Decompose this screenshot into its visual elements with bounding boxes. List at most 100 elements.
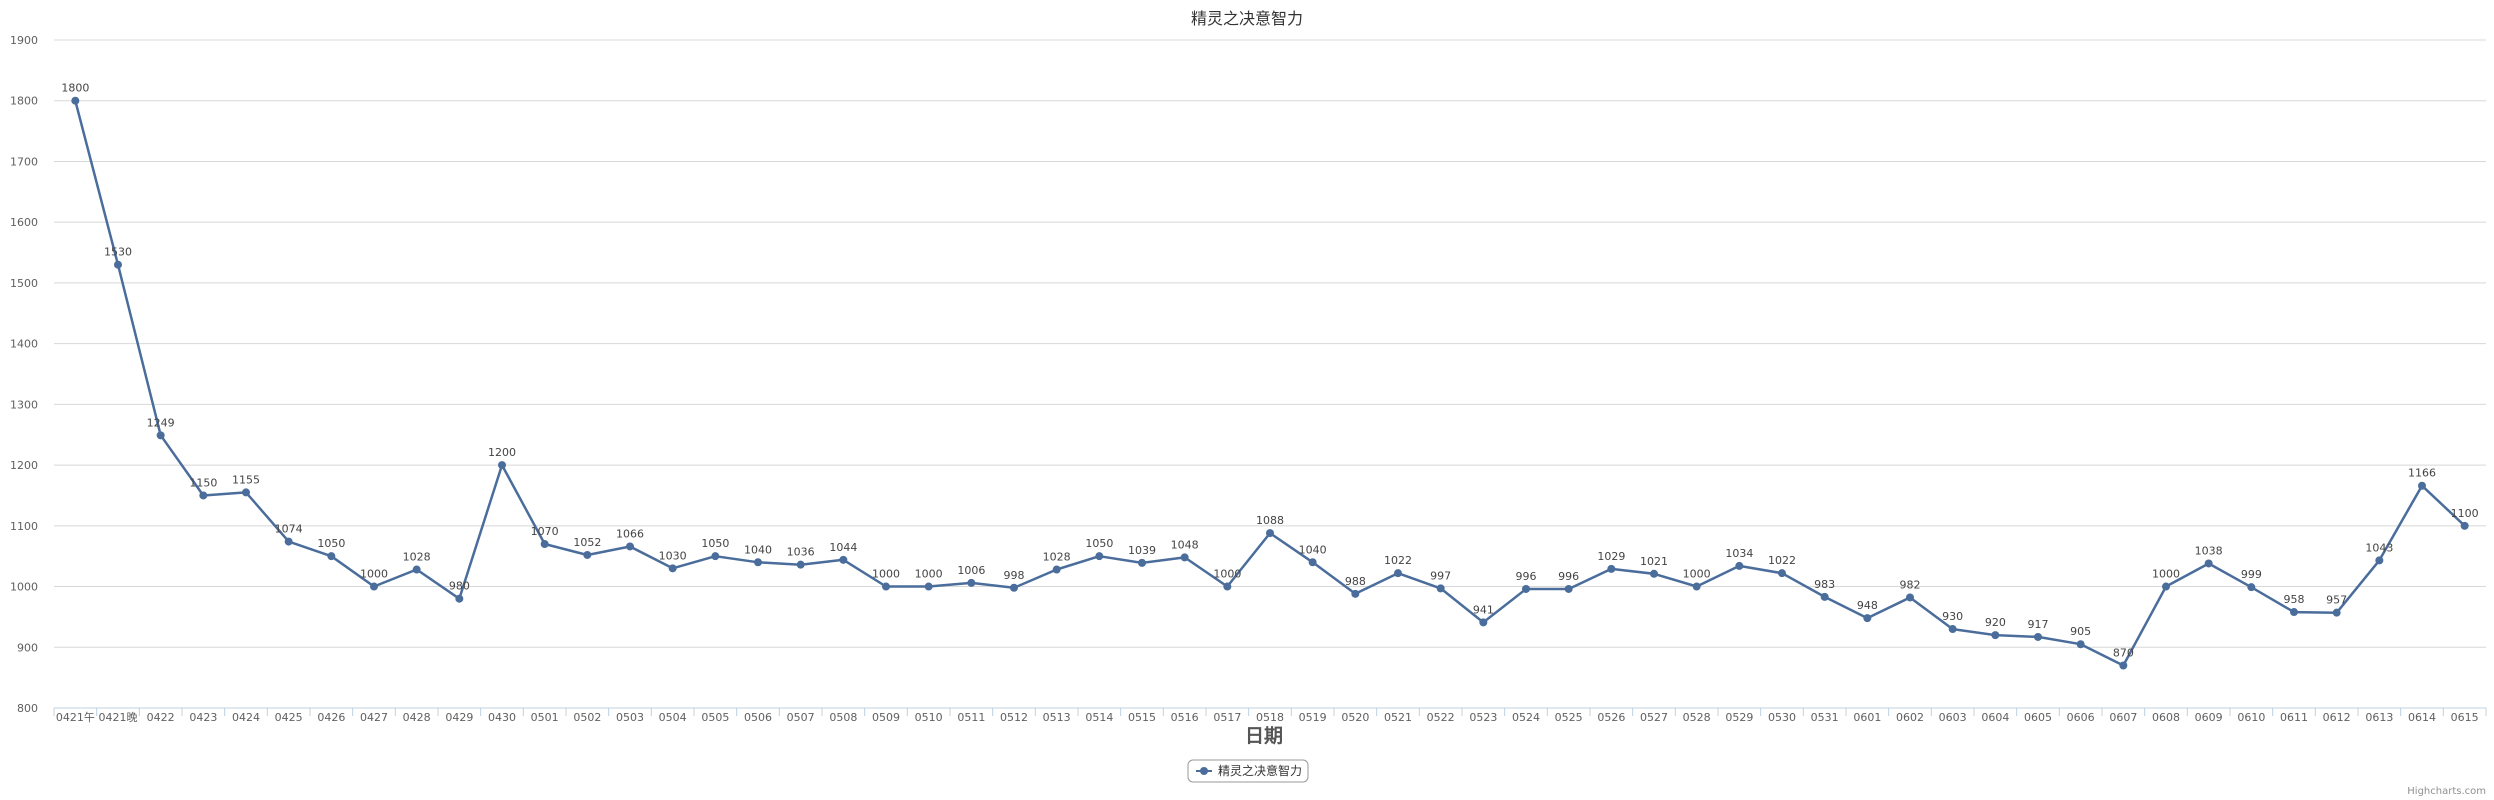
data-point (498, 461, 506, 470)
data-point (1052, 565, 1061, 574)
data-label: 1039 (1128, 544, 1156, 557)
data-label: 920 (1985, 616, 2006, 629)
data-point (370, 582, 378, 591)
x-tick-label: 0611 (2280, 711, 2308, 724)
data-point (1308, 558, 1317, 567)
data-point (796, 560, 805, 569)
x-tick-label: 0512 (1000, 711, 1028, 724)
data-point (1564, 584, 1573, 593)
data-point (2332, 608, 2341, 617)
data-point (199, 491, 208, 500)
data-label: 998 (1004, 569, 1025, 582)
x-tick-label: 0601 (1853, 711, 1881, 724)
data-label: 1036 (787, 546, 815, 559)
y-tick-label: 1500 (10, 277, 38, 290)
data-label: 957 (2326, 594, 2347, 607)
data-point (1351, 589, 1360, 598)
x-tick-label: 0509 (872, 711, 900, 724)
data-point (2375, 556, 2384, 565)
data-point (1948, 625, 1957, 634)
data-point (1095, 552, 1104, 561)
x-tick-label: 0605 (2024, 711, 2052, 724)
x-tick-label: 0523 (1469, 711, 1497, 724)
x-tick-label: 0424 (232, 711, 260, 724)
y-tick-label: 1800 (10, 95, 38, 108)
data-point (284, 537, 293, 546)
data-point (1479, 618, 1488, 627)
x-tick-label: 0428 (403, 711, 431, 724)
x-tick-label: 0610 (2237, 711, 2265, 724)
x-tick-label: 0510 (915, 711, 943, 724)
data-label: 1029 (1597, 550, 1625, 563)
data-label: 1530 (104, 246, 132, 259)
x-tick-label: 0426 (317, 711, 345, 724)
data-point (2418, 481, 2426, 490)
data-label: 1040 (1299, 543, 1327, 556)
x-tick-label: 0519 (1299, 711, 1327, 724)
data-label: 996 (1516, 570, 1537, 583)
x-tick-label: 0530 (1768, 711, 1796, 724)
data-label: 1043 (2365, 541, 2393, 554)
x-tick-label: 0508 (829, 711, 857, 724)
data-label: 1044 (829, 541, 857, 554)
data-label: 1000 (872, 568, 900, 581)
data-label: 1050 (317, 537, 345, 550)
x-tick-label: 0429 (445, 711, 473, 724)
x-tick-label: 0528 (1683, 711, 1711, 724)
data-point (583, 550, 592, 559)
x-tick-label: 0531 (1811, 711, 1839, 724)
x-tick-label: 0518 (1256, 711, 1284, 724)
x-tick-label: 0525 (1555, 711, 1583, 724)
data-point (71, 96, 80, 105)
x-tick-label: 0521 (1384, 711, 1412, 724)
data-label: 1150 (189, 476, 217, 489)
data-point (2247, 583, 2256, 592)
data-point (2119, 661, 2128, 670)
y-tick-label: 1000 (10, 581, 38, 594)
data-label: 1038 (2195, 544, 2223, 557)
x-tick-label: 0520 (1341, 711, 1369, 724)
x-tick-label: 0503 (616, 711, 644, 724)
x-tick-label: 0501 (531, 711, 559, 724)
data-point (1863, 614, 1872, 623)
data-label: 941 (1473, 603, 1494, 616)
x-tick-label: 0511 (957, 711, 985, 724)
x-tick-label: 0615 (2451, 711, 2479, 724)
y-tick-label: 1300 (10, 398, 38, 411)
x-tick-label: 0608 (2152, 711, 2180, 724)
data-point (1906, 593, 1914, 602)
data-label: 1052 (573, 536, 601, 549)
x-tick-label: 0604 (1981, 711, 2009, 724)
data-label: 996 (1558, 570, 1579, 583)
data-label: 1028 (1043, 551, 1071, 564)
x-tick-label: 0505 (701, 711, 729, 724)
series-line (74, 100, 2466, 667)
x-tick-label: 0609 (2195, 711, 2223, 724)
data-point (924, 582, 933, 591)
y-tick-label: 1200 (10, 459, 38, 472)
data-label: 1800 (61, 82, 89, 95)
data-point (1522, 584, 1530, 593)
data-label: 1000 (1683, 568, 1711, 581)
data-label: 1155 (232, 473, 260, 486)
data-point (1436, 584, 1445, 593)
x-tick-label: 0522 (1427, 711, 1455, 724)
y-tick-label: 900 (17, 641, 38, 654)
x-tick-label: 0516 (1171, 711, 1199, 724)
data-point (242, 488, 250, 497)
data-label: 1021 (1640, 555, 1668, 568)
data-point (967, 578, 976, 587)
data-point (1138, 558, 1146, 567)
data-point (711, 552, 720, 561)
data-label: 1066 (616, 527, 644, 540)
x-tick-label: 0526 (1597, 711, 1625, 724)
x-tick-label: 0506 (744, 711, 772, 724)
y-tick-label: 800 (17, 702, 38, 715)
x-tick-label: 0524 (1512, 711, 1540, 724)
x-tick-label: 0517 (1213, 711, 1241, 724)
data-label: 930 (1942, 610, 1963, 623)
data-label: 1040 (744, 543, 772, 556)
data-point (455, 594, 464, 603)
